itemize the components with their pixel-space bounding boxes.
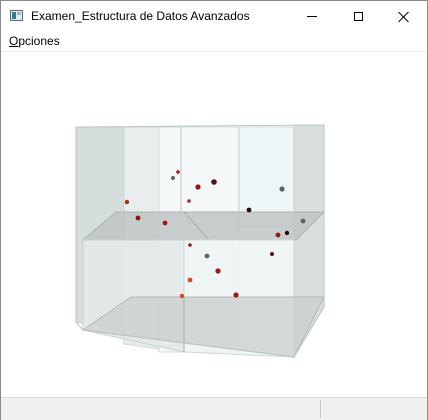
data-point: [187, 199, 191, 203]
data-point: [124, 199, 130, 205]
3d-viewport[interactable]: [1, 52, 427, 396]
maximize-button[interactable]: [335, 1, 381, 32]
menu-opciones-label: pciones: [18, 34, 60, 48]
data-point: [188, 243, 192, 247]
menu-bar: Opciones: [1, 32, 427, 52]
data-point: [195, 184, 201, 190]
data-point: [211, 179, 217, 185]
data-point: [233, 292, 239, 298]
middle-plane-divider: [183, 211, 210, 241]
data-point: [215, 268, 221, 274]
data-points: [124, 170, 306, 299]
data-point: [135, 215, 141, 221]
data-point: [162, 220, 168, 226]
data-point: [179, 293, 185, 299]
data-point: [171, 176, 175, 180]
data-point: [176, 170, 180, 174]
data-point: [300, 218, 306, 224]
data-point: [275, 232, 281, 238]
close-icon: [398, 11, 410, 23]
cube-middle-plane: [81, 211, 326, 241]
data-point: [246, 207, 252, 213]
title-bar[interactable]: Examen_Estructura de Datos Avanzados: [1, 1, 427, 32]
data-point: [279, 186, 285, 192]
status-bar: [1, 397, 427, 420]
minimize-button[interactable]: [289, 1, 335, 32]
data-point: [270, 252, 274, 256]
data-point: [187, 277, 193, 283]
cube-outline: [75, 124, 325, 358]
data-point: [284, 230, 290, 236]
window-title: Examen_Estructura de Datos Avanzados: [31, 9, 250, 23]
menu-opciones-mnemonic: O: [9, 34, 19, 48]
data-point: [204, 253, 210, 259]
octree-scene[interactable]: [1, 52, 427, 396]
status-divider: [320, 400, 321, 418]
menu-opciones[interactable]: Opciones: [9, 34, 60, 48]
minimize-icon: [307, 16, 317, 17]
app-window-icon[interactable]: [10, 10, 23, 21]
maximize-icon: [353, 12, 363, 21]
close-button[interactable]: [381, 1, 427, 32]
